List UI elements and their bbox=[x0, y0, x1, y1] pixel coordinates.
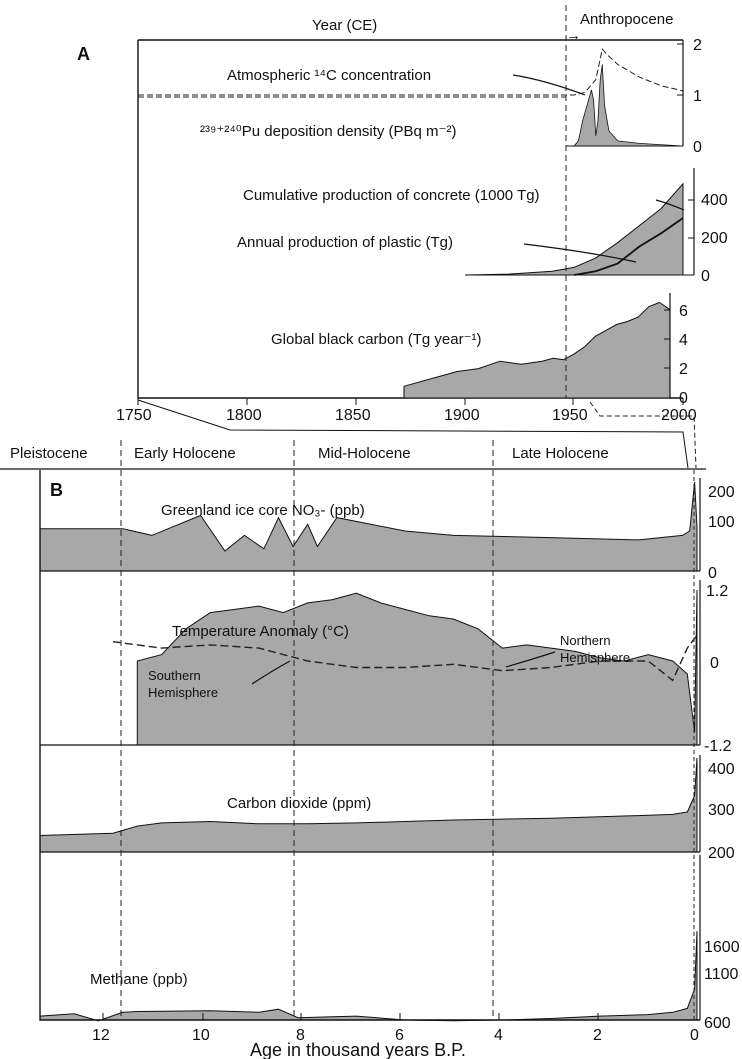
temperature-nh-area bbox=[136, 589, 698, 746]
year-tick-label: 1900 bbox=[444, 407, 480, 424]
black-carbon-area bbox=[403, 301, 671, 399]
epoch-label: Early Holocene bbox=[134, 445, 236, 462]
no3-tick-label: 0 bbox=[708, 565, 717, 582]
zoom-connector-solid bbox=[137, 399, 689, 469]
age-tick-label: 4 bbox=[494, 1027, 503, 1044]
black-carbon-label: Global black carbon (Tg year⁻¹) bbox=[271, 331, 482, 348]
concrete-plastic-subplot: 400 200 0 Cumulative production of concr… bbox=[237, 168, 728, 285]
methane-tick-label: 600 bbox=[704, 1015, 731, 1032]
pu-label: ²³⁹⁺²⁴⁰Pu deposition density (PBq m⁻²) bbox=[200, 123, 456, 140]
methane-tick-label: 1600 bbox=[704, 939, 740, 956]
plastic-line bbox=[573, 217, 684, 276]
epoch-label: Mid-Holocene bbox=[318, 445, 411, 462]
black-carbon-subplot: 6 4 2 0 Global black carbon (Tg year⁻¹) bbox=[271, 293, 688, 407]
c14-tick-label: 0 bbox=[693, 139, 702, 156]
concrete-label: Cumulative production of concrete (1000 … bbox=[243, 187, 540, 204]
bc-tick-label: 6 bbox=[679, 303, 688, 320]
nh-pointer bbox=[505, 651, 556, 668]
anthropocene-arrow: → bbox=[566, 27, 581, 44]
bc-tick-label: 4 bbox=[679, 332, 688, 349]
c14-label: Atmospheric ¹⁴C concentration bbox=[227, 67, 431, 84]
panel-a-letter: A bbox=[77, 44, 90, 64]
panel-b: Pleistocene Early Holocene Mid-Holocene … bbox=[0, 440, 740, 1059]
panel-b-x-axis: 12 10 8 6 4 2 0 Age in thousand years B.… bbox=[92, 1013, 699, 1059]
c14-tick-label: 2 bbox=[693, 37, 702, 54]
temperature-tick-label: 0 bbox=[710, 655, 719, 672]
temperature-tick-label: 1.2 bbox=[706, 583, 728, 600]
sh-label: Hemisphere bbox=[148, 685, 218, 700]
nh-label: Northern bbox=[560, 633, 611, 648]
concrete-pointer bbox=[655, 199, 685, 211]
c14-pointer bbox=[512, 74, 586, 96]
age-tick-label: 2 bbox=[593, 1027, 602, 1044]
temperature-label: Temperature Anomaly (°C) bbox=[172, 623, 349, 640]
c14-pu-subplot: 2 1 0 Atmospheric ¹⁴C concentration ²³⁹⁺… bbox=[138, 37, 702, 156]
anthropocene-label: Anthropocene bbox=[580, 11, 673, 28]
panel-a-year-axis-label: Year (CE) bbox=[312, 17, 377, 34]
concrete-area bbox=[464, 182, 684, 276]
methane-subplot: 1600 1100 600 Methane (ppb) bbox=[39, 855, 740, 1032]
no3-tick-label: 200 bbox=[708, 484, 735, 501]
co2-subplot: 400 300 200 Carbon dioxide (ppm) bbox=[39, 755, 735, 862]
year-tick-label: 1800 bbox=[226, 407, 262, 424]
co2-tick-label: 200 bbox=[708, 845, 735, 862]
year-tick-label: 1950 bbox=[552, 407, 588, 424]
age-tick-label: 0 bbox=[690, 1027, 699, 1044]
methane-label: Methane (ppb) bbox=[90, 971, 188, 988]
c14-concentration-line bbox=[138, 48, 684, 96]
concrete-tick-label: 400 bbox=[701, 192, 728, 209]
epoch-label: Pleistocene bbox=[10, 445, 88, 462]
bc-tick-label: 2 bbox=[679, 361, 688, 378]
panel-b-frame bbox=[39, 470, 700, 1021]
temperature-sh-line bbox=[112, 634, 698, 682]
zoom-connector-dashed bbox=[589, 401, 697, 469]
concrete-tick-label: 200 bbox=[701, 230, 728, 247]
co2-label: Carbon dioxide (ppm) bbox=[227, 795, 371, 812]
age-tick-label: 6 bbox=[395, 1027, 404, 1044]
age-tick-label: 8 bbox=[296, 1027, 305, 1044]
epoch-label: Late Holocene bbox=[512, 445, 609, 462]
no3-tick-label: 100 bbox=[708, 514, 735, 531]
plastic-pointer bbox=[523, 243, 637, 263]
age-tick-label: 12 bbox=[92, 1027, 110, 1044]
temperature-subplot: 1.2 0 -1.2 Temperature Anomaly (°C) Nort… bbox=[40, 580, 732, 755]
plastic-label: Annual production of plastic (Tg) bbox=[237, 234, 453, 251]
concrete-tick-label: 0 bbox=[701, 268, 710, 285]
age-tick-label: 10 bbox=[192, 1027, 210, 1044]
panel-b-letter: B bbox=[50, 480, 63, 500]
pu-deposition-area bbox=[573, 64, 684, 147]
sh-label: Southern bbox=[148, 668, 201, 683]
no3-subplot: 200 100 0 Greenland ice core NO₃- (ppb) bbox=[39, 478, 735, 582]
sh-pointer bbox=[251, 660, 291, 685]
panel-a: A Year (CE) Anthropocene → 2 1 0 Atmosph… bbox=[77, 5, 728, 469]
age-axis-label: Age in thousand years B.P. bbox=[250, 1040, 466, 1059]
year-tick-label: 1750 bbox=[116, 407, 152, 424]
co2-area bbox=[39, 757, 698, 853]
nh-label: Hemisphere bbox=[560, 650, 630, 665]
no3-label: Greenland ice core NO₃- (ppb) bbox=[161, 502, 365, 519]
c14-tick-label: 1 bbox=[693, 88, 702, 105]
co2-tick-label: 400 bbox=[708, 761, 735, 778]
co2-tick-label: 300 bbox=[708, 802, 735, 819]
temperature-tick-label: -1.2 bbox=[704, 738, 732, 755]
methane-tick-label: 1100 bbox=[704, 966, 739, 983]
year-tick-label: 1850 bbox=[335, 407, 371, 424]
panel-a-x-axis: 1750 1800 1850 1900 1950 2000 bbox=[116, 398, 697, 424]
no3-area bbox=[39, 481, 698, 572]
